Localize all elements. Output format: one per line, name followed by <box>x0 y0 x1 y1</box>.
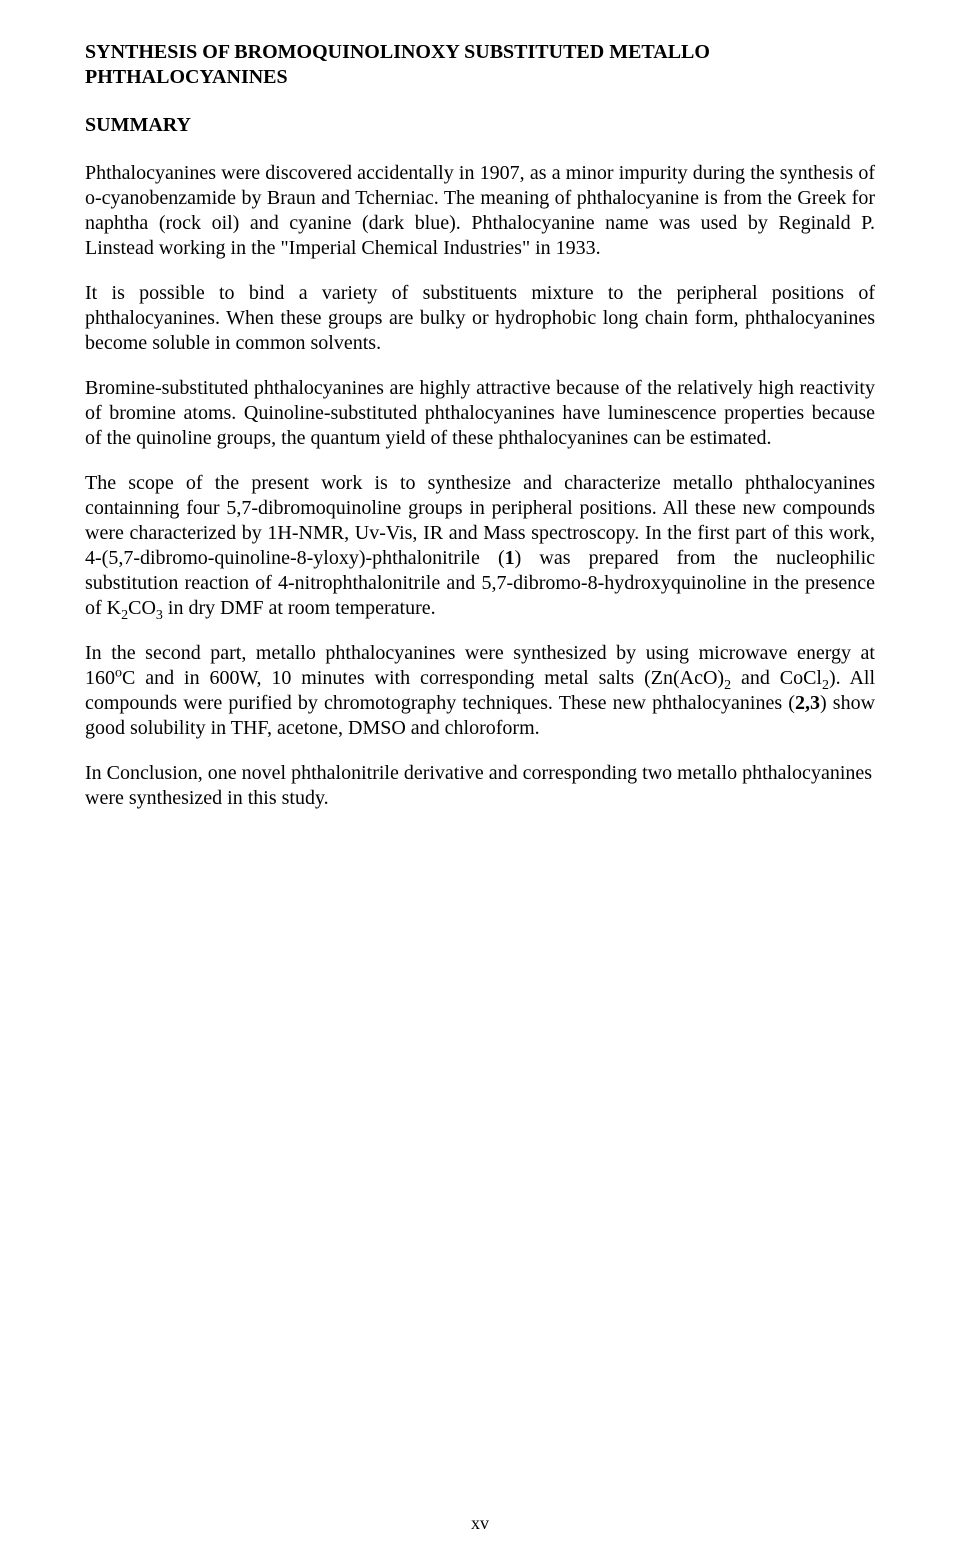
p5-compound-23: 2,3 <box>795 692 820 714</box>
paragraph-6: In Conclusion, one novel phthalonitrile … <box>85 761 875 811</box>
p5-sub-1: 2 <box>724 678 731 693</box>
document-title: SYNTHESIS OF BROMOQUINOLINOXY SUBSTITUTE… <box>85 40 875 90</box>
p4-sub-2: 3 <box>156 608 163 623</box>
paragraph-1: Phthalocyanines were discovered accident… <box>85 161 875 261</box>
paragraph-2: It is possible to bind a variety of subs… <box>85 281 875 356</box>
page-container: SYNTHESIS OF BROMOQUINOLINOXY SUBSTITUTE… <box>0 0 960 1558</box>
summary-heading: SUMMARY <box>85 114 875 137</box>
p4-text-3: CO <box>128 597 156 619</box>
page-number: xv <box>0 1513 960 1534</box>
paragraph-3: Bromine-substituted phthalocyanines are … <box>85 376 875 451</box>
p5-sub-2: 2 <box>822 678 829 693</box>
paragraph-4: The scope of the present work is to synt… <box>85 471 875 621</box>
p4-compound-1: 1 <box>505 547 515 569</box>
p5-text-2: C and in 600W, 10 minutes with correspon… <box>122 667 724 689</box>
paragraph-5: In the second part, metallo phthalocyani… <box>85 641 875 741</box>
p5-sup-1: o <box>115 665 122 680</box>
p5-text-3: and CoCl <box>731 667 822 689</box>
p4-text-4: in dry DMF at room temperature. <box>163 597 436 619</box>
